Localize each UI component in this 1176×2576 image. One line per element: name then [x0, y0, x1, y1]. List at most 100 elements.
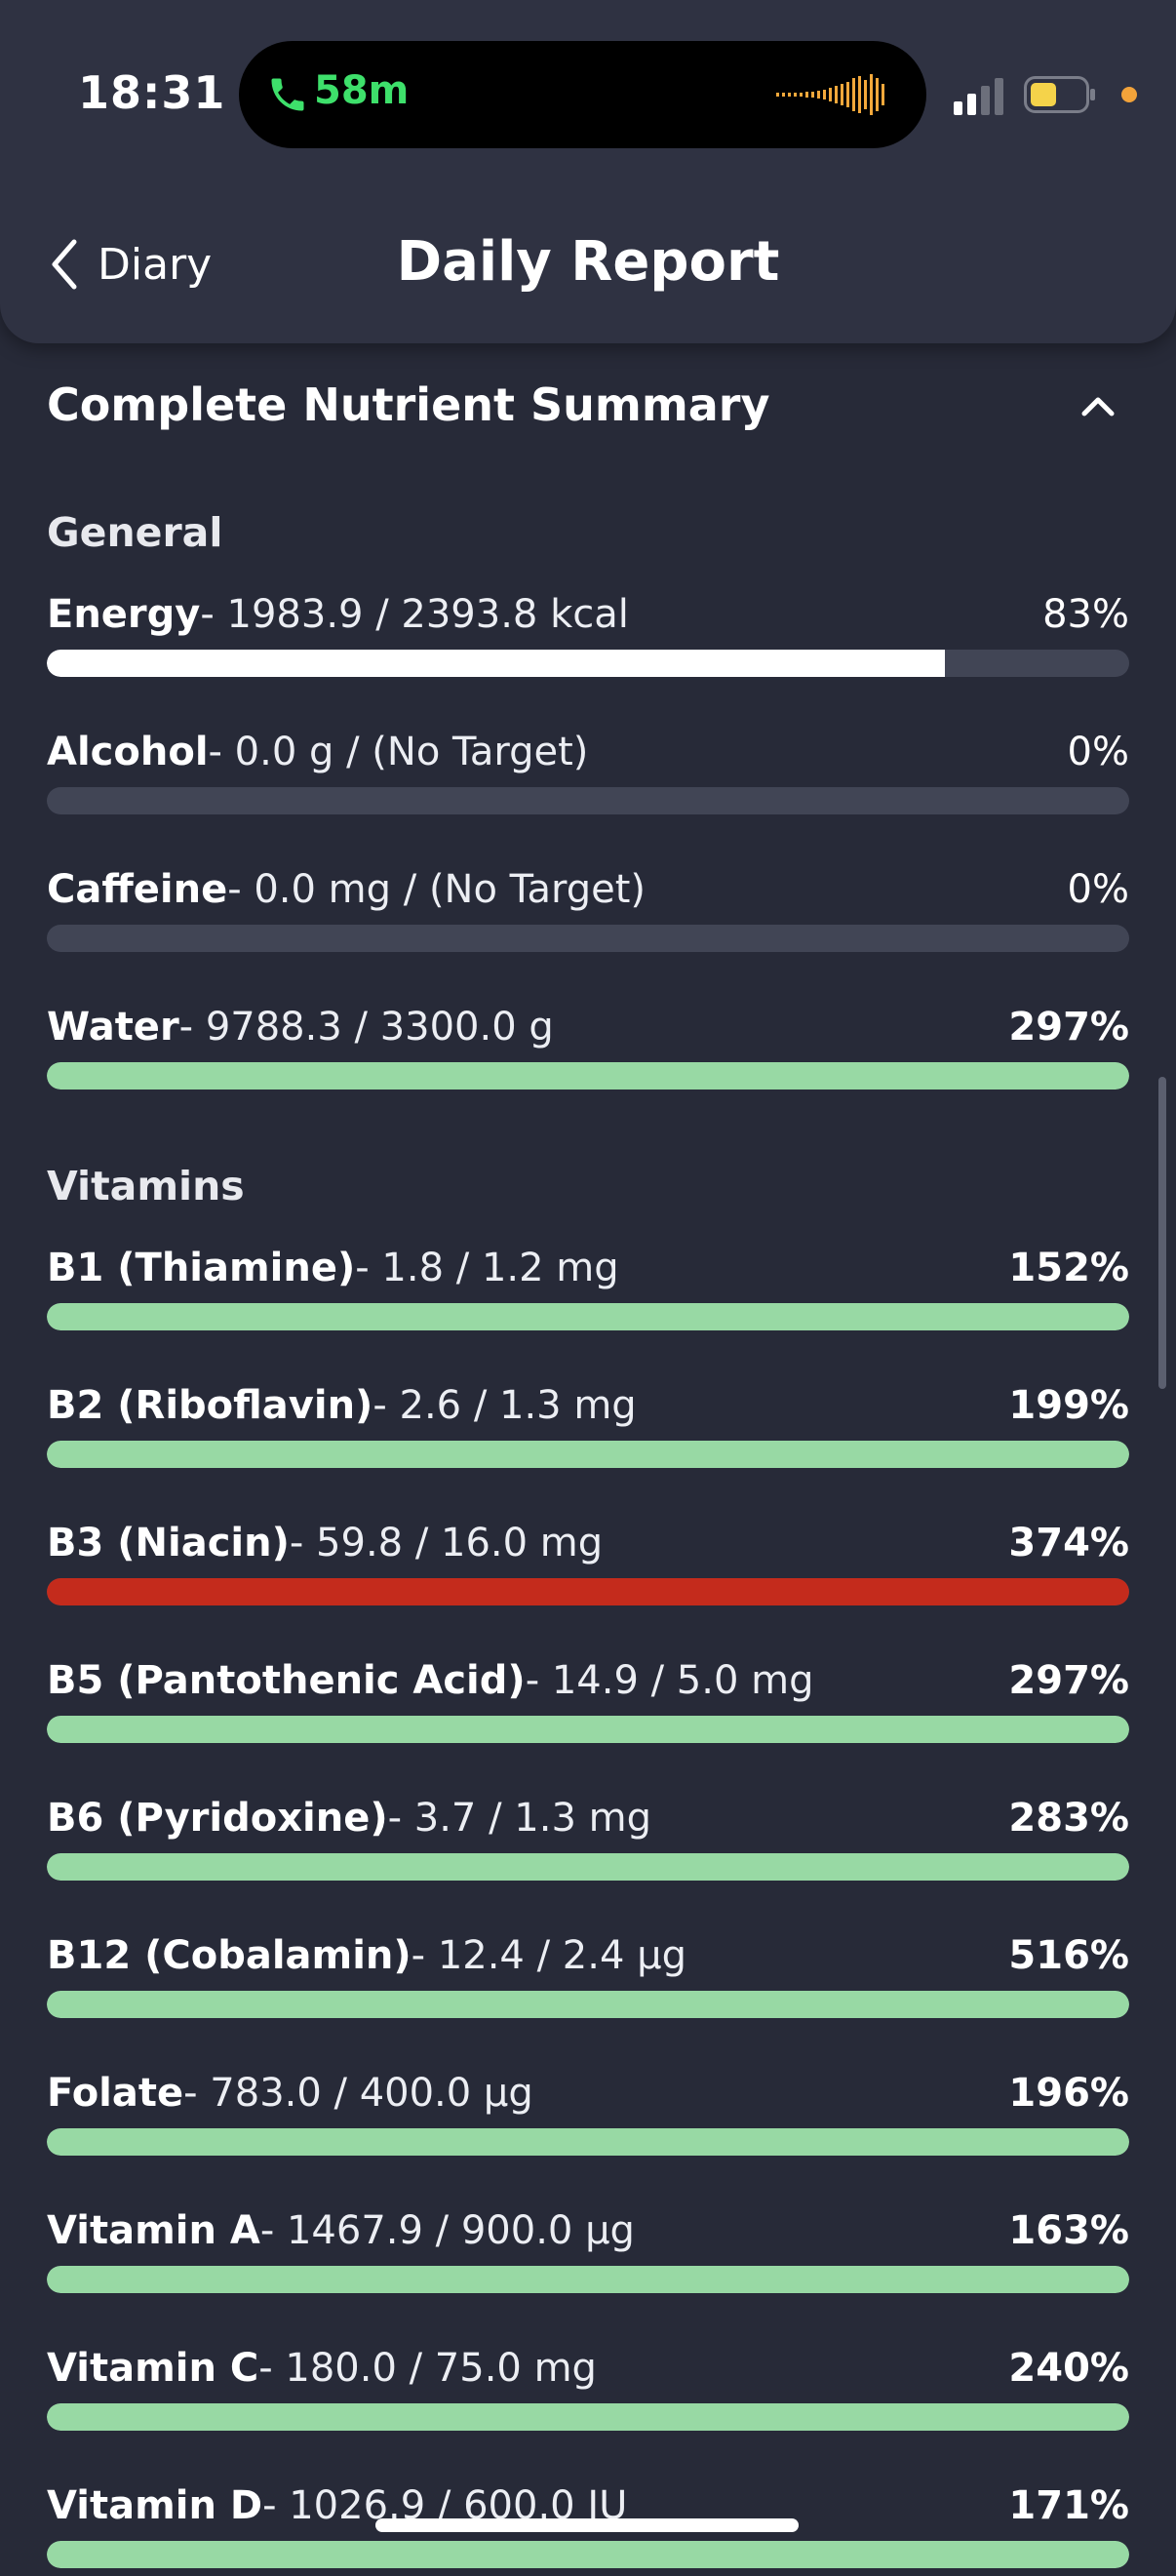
nutrient-amount: - 3.7 / 1.3 mg: [387, 1796, 651, 1841]
nutrient-row[interactable]: Alcohol- 0.0 g / (No Target) 0%: [47, 725, 1129, 822]
nutrient-amount: - 9788.3 / 3300.0 g: [178, 1005, 554, 1050]
chevron-left-icon: [52, 239, 77, 290]
nutrient-label: B2 (Riboflavin)- 2.6 / 1.3 mg: [47, 1378, 637, 1433]
nutrient-amount: - 0.0 mg / (No Target): [227, 867, 647, 912]
nutrient-name: Vitamin C: [47, 2346, 259, 2391]
nutrient-label: Caffeine- 0.0 mg / (No Target): [47, 862, 646, 917]
progress-bar: [47, 1716, 1129, 1743]
nutrient-label: B3 (Niacin)- 59.8 / 16.0 mg: [47, 1516, 603, 1570]
nutrient-label: B12 (Cobalamin)- 12.4 / 2.4 µg: [47, 1928, 686, 1983]
nutrient-name: B6 (Pyridoxine): [47, 1796, 388, 1841]
progress-bar: [47, 1853, 1129, 1881]
home-indicator[interactable]: [375, 2518, 799, 2532]
nutrient-name: Caffeine: [47, 867, 228, 912]
progress-fill: [47, 1062, 1129, 1090]
nutrient-name: Alcohol: [47, 730, 209, 774]
nutrient-row[interactable]: B3 (Niacin)- 59.8 / 16.0 mg 374%: [47, 1516, 1129, 1613]
group-label-general: General: [47, 509, 223, 556]
nutrient-row[interactable]: Vitamin A- 1467.9 / 900.0 µg 163%: [47, 2203, 1129, 2301]
progress-bar: [47, 1578, 1129, 1605]
progress-bar: [47, 650, 1129, 677]
nutrient-amount: - 1.8 / 1.2 mg: [355, 1246, 619, 1290]
nutrient-percent: 283%: [1008, 1796, 1129, 1841]
top-header: 18:31 58m: [0, 0, 1176, 343]
progress-fill: [47, 1853, 1129, 1881]
progress-fill: [47, 650, 946, 677]
chevron-up-icon[interactable]: [1077, 384, 1119, 427]
nutrient-row[interactable]: B1 (Thiamine)- 1.8 / 1.2 mg 152%: [47, 1241, 1129, 1338]
nutrient-percent: 0%: [1067, 867, 1129, 912]
nutrient-percent: 0%: [1067, 730, 1129, 774]
nutrient-percent: 374%: [1008, 1521, 1129, 1565]
nutrient-row[interactable]: Vitamin C- 180.0 / 75.0 mg 240%: [47, 2341, 1129, 2438]
nutrient-name: Water: [47, 1005, 179, 1050]
nutrient-label: B6 (Pyridoxine)- 3.7 / 1.3 mg: [47, 1791, 651, 1845]
nutrient-percent: 516%: [1008, 1933, 1129, 1978]
progress-bar: [47, 2266, 1129, 2293]
section-title: Complete Nutrient Summary: [47, 378, 770, 431]
progress-bar: [47, 925, 1129, 952]
nutrient-percent: 171%: [1008, 2483, 1129, 2528]
nutrient-percent: 152%: [1008, 1246, 1129, 1290]
call-duration: 58m: [314, 68, 410, 113]
nutrient-percent: 83%: [1042, 592, 1129, 637]
nutrient-name: B2 (Riboflavin): [47, 1383, 373, 1428]
nutrient-percent: 199%: [1008, 1383, 1129, 1428]
scrollbar[interactable]: [1158, 1077, 1166, 1389]
progress-bar: [47, 1441, 1129, 1468]
nutrient-name: B3 (Niacin): [47, 1521, 290, 1565]
nutrient-percent: 163%: [1008, 2208, 1129, 2253]
progress-fill: [47, 1578, 1129, 1605]
signal-icon: [954, 78, 1003, 115]
nutrient-percent: 240%: [1008, 2346, 1129, 2391]
nutrient-amount: - 12.4 / 2.4 µg: [411, 1933, 686, 1978]
progress-fill: [47, 1991, 1129, 2018]
progress-bar: [47, 1062, 1129, 1090]
progress-fill: [47, 1716, 1129, 1743]
status-time: 18:31: [78, 66, 226, 119]
phone-icon: [271, 78, 304, 111]
nutrient-row[interactable]: B5 (Pantothenic Acid)- 14.9 / 5.0 mg 297%: [47, 1653, 1129, 1751]
back-button-label: Diary: [98, 239, 213, 290]
progress-fill: [47, 1303, 1129, 1330]
nutrient-label: Water- 9788.3 / 3300.0 g: [47, 1000, 554, 1054]
nutrient-name: Folate: [47, 2071, 184, 2116]
nutrient-row[interactable]: Water- 9788.3 / 3300.0 g 297%: [47, 1000, 1129, 1097]
progress-bar: [47, 1991, 1129, 2018]
nutrient-row[interactable]: Caffeine- 0.0 mg / (No Target) 0%: [47, 862, 1129, 960]
nutrient-label: B1 (Thiamine)- 1.8 / 1.2 mg: [47, 1241, 619, 1295]
nutrient-amount: - 0.0 g / (No Target): [208, 730, 589, 774]
progress-fill: [47, 2541, 1129, 2568]
progress-fill: [47, 1441, 1129, 1468]
nutrient-name: Energy: [47, 592, 201, 637]
nutrient-row[interactable]: B6 (Pyridoxine)- 3.7 / 1.3 mg 283%: [47, 1791, 1129, 1888]
nutrient-label: Energy- 1983.9 / 2393.8 kcal: [47, 587, 629, 642]
nutrient-label: Folate- 783.0 / 400.0 µg: [47, 2066, 533, 2120]
progress-bar: [47, 787, 1129, 814]
waveform-icon: [776, 74, 884, 115]
nutrient-row[interactable]: Folate- 783.0 / 400.0 µg 196%: [47, 2066, 1129, 2163]
page-title: Daily Report: [396, 230, 780, 294]
nutrient-amount: - 2.6 / 1.3 mg: [372, 1383, 637, 1428]
nutrient-amount: - 14.9 / 5.0 mg: [525, 1658, 814, 1703]
progress-fill: [47, 2128, 1129, 2156]
nutrient-row[interactable]: Energy- 1983.9 / 2393.8 kcal 83%: [47, 587, 1129, 685]
nutrient-row[interactable]: B12 (Cobalamin)- 12.4 / 2.4 µg 516%: [47, 1928, 1129, 2026]
dynamic-island-call[interactable]: 58m: [239, 41, 926, 148]
nutrient-label: Vitamin C- 180.0 / 75.0 mg: [47, 2341, 597, 2396]
nutrient-amount: - 783.0 / 400.0 µg: [183, 2071, 533, 2116]
nutrient-row[interactable]: B2 (Riboflavin)- 2.6 / 1.3 mg 199%: [47, 1378, 1129, 1476]
nutrient-amount: - 1983.9 / 2393.8 kcal: [200, 592, 629, 637]
nutrient-name: Vitamin D: [47, 2483, 263, 2528]
nutrient-percent: 196%: [1008, 2071, 1129, 2116]
group-label-vitamins: Vitamins: [47, 1163, 245, 1209]
progress-fill: [47, 2266, 1129, 2293]
nutrient-name: B1 (Thiamine): [47, 1246, 356, 1290]
nutrient-percent: 297%: [1008, 1658, 1129, 1703]
progress-bar: [47, 1303, 1129, 1330]
privacy-indicator-dot: [1121, 87, 1137, 102]
back-button[interactable]: Diary: [47, 230, 212, 298]
nutrient-summary-header[interactable]: Complete Nutrient Summary: [47, 371, 1129, 439]
nutrient-amount: - 59.8 / 16.0 mg: [289, 1521, 604, 1565]
nutrient-name: B12 (Cobalamin): [47, 1933, 412, 1978]
